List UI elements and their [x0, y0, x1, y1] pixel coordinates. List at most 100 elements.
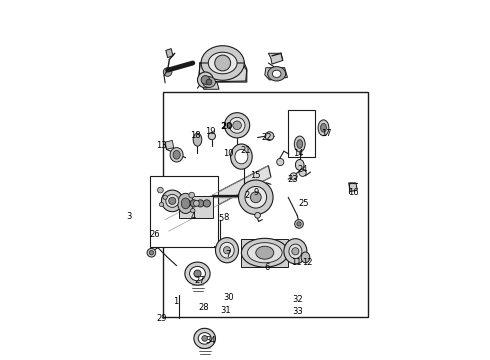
Ellipse shape — [224, 113, 250, 138]
Circle shape — [277, 158, 284, 166]
Circle shape — [162, 190, 183, 212]
Polygon shape — [269, 53, 283, 64]
Ellipse shape — [197, 72, 213, 88]
Circle shape — [197, 200, 204, 207]
Text: 29: 29 — [156, 314, 167, 323]
Circle shape — [250, 192, 261, 203]
Circle shape — [255, 212, 261, 218]
Text: 6: 6 — [265, 263, 270, 271]
Polygon shape — [166, 49, 173, 58]
Ellipse shape — [201, 76, 210, 84]
Circle shape — [208, 132, 216, 140]
Bar — [288, 110, 315, 157]
Circle shape — [299, 169, 306, 176]
Text: 9: 9 — [253, 188, 258, 197]
Ellipse shape — [170, 148, 183, 162]
Circle shape — [290, 173, 297, 180]
Circle shape — [194, 270, 201, 277]
Text: 7: 7 — [225, 251, 230, 259]
Text: 3: 3 — [126, 212, 132, 221]
Text: 34: 34 — [205, 336, 216, 345]
Polygon shape — [199, 63, 247, 82]
Ellipse shape — [297, 140, 303, 148]
Polygon shape — [165, 166, 271, 231]
Polygon shape — [265, 68, 288, 80]
Text: 17: 17 — [320, 129, 331, 138]
Bar — [149, 176, 218, 247]
Ellipse shape — [181, 198, 190, 209]
Circle shape — [194, 201, 199, 206]
Ellipse shape — [201, 46, 245, 80]
Text: 24: 24 — [297, 165, 308, 174]
Text: 22: 22 — [261, 133, 272, 142]
Circle shape — [191, 208, 195, 213]
Circle shape — [159, 202, 164, 207]
Ellipse shape — [208, 52, 237, 74]
Ellipse shape — [272, 70, 281, 77]
Text: 11: 11 — [291, 258, 301, 266]
Text: 21: 21 — [241, 146, 251, 155]
Text: 31: 31 — [220, 306, 230, 315]
Circle shape — [265, 132, 274, 140]
Ellipse shape — [190, 266, 205, 281]
Text: 19: 19 — [205, 127, 216, 136]
Text: 2: 2 — [244, 191, 249, 199]
Ellipse shape — [245, 186, 267, 208]
Ellipse shape — [193, 133, 202, 146]
Text: 4: 4 — [190, 212, 196, 221]
Ellipse shape — [173, 150, 180, 159]
Text: 18: 18 — [190, 130, 200, 139]
Text: 14: 14 — [293, 148, 303, 158]
Polygon shape — [242, 239, 288, 267]
Circle shape — [157, 187, 163, 193]
Ellipse shape — [289, 244, 302, 258]
Circle shape — [169, 197, 176, 204]
Text: 30: 30 — [223, 292, 234, 302]
Ellipse shape — [216, 238, 239, 263]
Circle shape — [163, 68, 172, 76]
Ellipse shape — [247, 243, 282, 263]
Ellipse shape — [294, 136, 305, 152]
Text: 32: 32 — [292, 295, 302, 304]
Circle shape — [189, 192, 195, 198]
Text: 15: 15 — [250, 171, 260, 180]
Circle shape — [223, 247, 231, 254]
Text: 13: 13 — [156, 141, 167, 150]
Circle shape — [163, 195, 167, 199]
Text: 10: 10 — [223, 148, 234, 158]
Ellipse shape — [320, 123, 326, 132]
Polygon shape — [202, 82, 219, 89]
Text: 23: 23 — [287, 175, 298, 184]
Circle shape — [294, 220, 303, 228]
Text: 28: 28 — [198, 303, 209, 312]
Bar — [179, 196, 213, 218]
Circle shape — [149, 251, 153, 255]
Text: 33: 33 — [292, 307, 303, 316]
Text: 12: 12 — [302, 258, 312, 266]
Ellipse shape — [185, 262, 210, 285]
Bar — [163, 92, 368, 317]
Ellipse shape — [295, 159, 304, 170]
Circle shape — [166, 194, 179, 207]
Text: 16: 16 — [348, 188, 358, 197]
Ellipse shape — [220, 242, 234, 258]
Ellipse shape — [268, 67, 286, 81]
Text: 1: 1 — [173, 297, 178, 306]
Circle shape — [206, 79, 212, 85]
Circle shape — [202, 336, 208, 341]
Ellipse shape — [242, 238, 288, 267]
Polygon shape — [349, 183, 357, 192]
Text: 25: 25 — [298, 199, 309, 208]
Circle shape — [147, 248, 156, 257]
Text: 27: 27 — [195, 276, 205, 284]
Circle shape — [297, 222, 301, 226]
Ellipse shape — [301, 252, 310, 263]
Ellipse shape — [256, 246, 274, 259]
Ellipse shape — [318, 120, 329, 136]
Ellipse shape — [231, 144, 252, 169]
Ellipse shape — [198, 333, 211, 344]
Circle shape — [203, 200, 210, 207]
Ellipse shape — [284, 239, 307, 264]
Ellipse shape — [178, 193, 194, 213]
Circle shape — [233, 121, 242, 130]
